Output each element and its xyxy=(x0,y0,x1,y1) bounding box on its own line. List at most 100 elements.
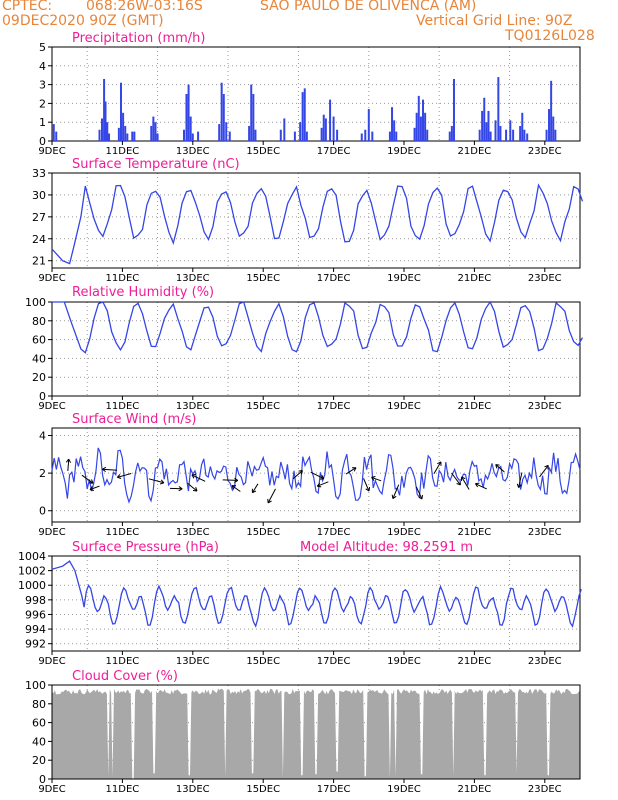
wind-arrow xyxy=(310,471,325,480)
x-tick-label: 23DEC xyxy=(528,401,562,412)
temperature-line xyxy=(51,183,584,265)
x-tick-label: 9DEC xyxy=(38,784,65,795)
wind-arrow xyxy=(292,470,303,480)
precip-bar xyxy=(388,131,391,141)
precip-bar xyxy=(419,116,422,141)
wind-arrow xyxy=(102,468,118,471)
precip-bar xyxy=(550,80,553,141)
x-tick-label: 15DEC xyxy=(246,656,280,667)
precip-bar xyxy=(197,131,200,141)
x-tick-label: 19DEC xyxy=(387,784,421,795)
precip-bar xyxy=(548,109,551,141)
wind-arrow-head xyxy=(516,483,522,488)
grid-note-label: Vertical Grid Line: 90Z xyxy=(416,13,573,29)
x-tick-label: 13DEC xyxy=(176,146,210,157)
wind-arrow xyxy=(117,473,132,478)
x-tick-label: 13DEC xyxy=(176,401,210,412)
model-code-label: TQ0126L028 xyxy=(505,28,595,44)
x-tick-label: 13DEC xyxy=(176,784,210,795)
y-tick-label: 40 xyxy=(32,352,46,365)
precip-bar xyxy=(512,129,515,141)
precip-bar xyxy=(108,133,111,141)
precip-bar xyxy=(499,125,502,141)
wind-arrow xyxy=(433,461,442,475)
wind-arrow-head xyxy=(495,464,500,469)
panel-frame xyxy=(51,46,581,142)
humidity-line xyxy=(52,300,584,354)
precip-bar xyxy=(521,112,524,141)
pressure-line xyxy=(51,560,582,628)
wind-arrow-head xyxy=(65,458,72,463)
panel-title: Surface Temperature (nC) xyxy=(72,157,240,172)
x-tick-label: 21DEC xyxy=(458,401,492,412)
precip-bar xyxy=(329,99,332,141)
precip-bar xyxy=(293,131,296,141)
wind-arrow xyxy=(392,484,400,499)
precip-bar xyxy=(413,127,416,141)
y-tick-label: 1002 xyxy=(18,565,46,578)
x-tick-label: 21DEC xyxy=(458,273,492,284)
wind-arrow xyxy=(67,459,70,472)
x-tick-label: 19DEC xyxy=(387,401,421,412)
panel-frame xyxy=(51,555,581,652)
x-tick-label: 19DEC xyxy=(387,656,421,667)
precip-bar xyxy=(183,129,185,141)
precip-bar xyxy=(367,109,370,141)
panel-temperature: 21 24 27 30 33 9DEC 11DEC 13DEC 15DEC 17DEC 19DEC 2… xyxy=(32,157,584,284)
y-tick-label: 60 xyxy=(32,334,46,347)
x-tick-label: 21DEC xyxy=(458,656,492,667)
x-tick-label: 17DEC xyxy=(317,656,351,667)
precip-bar xyxy=(417,95,420,141)
precip-bar xyxy=(250,84,253,141)
y-tick-label: 33 xyxy=(32,167,46,180)
precip-bar xyxy=(55,131,58,141)
wind-arrow xyxy=(89,485,100,491)
wind-arrow xyxy=(518,472,523,488)
wind-arrow xyxy=(252,483,259,493)
precip-bar xyxy=(545,129,548,141)
wind-arrow-head xyxy=(298,470,303,475)
precip-bar xyxy=(303,88,306,141)
x-tick-label: 21DEC xyxy=(458,527,492,538)
precip-bar xyxy=(483,97,486,141)
y-tick-label: 1004 xyxy=(18,550,46,563)
panel-title: Cloud Cover (%) xyxy=(72,669,178,684)
y-tick-label: 100 xyxy=(25,679,46,692)
wind-arrow xyxy=(363,478,370,492)
wind-arrow-head xyxy=(191,474,196,479)
wind-arrow-head xyxy=(365,487,371,492)
precip-bar xyxy=(100,118,103,141)
precip-bar xyxy=(150,125,153,141)
panel-precipitation: 0 1 2 3 4 5 9DEC 11DEC 13DEC 15DEC 17DEC 19DEC 21DEC… xyxy=(38,31,581,157)
y-tick-label: 20 xyxy=(32,754,46,767)
y-tick-label: 5 xyxy=(39,41,46,54)
wind-arrow-head xyxy=(544,464,549,470)
location-label: SAO PAULO DE OLIVENCA (AM) xyxy=(260,0,477,14)
y-tick-label: 40 xyxy=(32,735,46,748)
x-tick-label: 17DEC xyxy=(317,527,351,538)
wind-arrow-head xyxy=(178,486,183,492)
x-tick-label: 23DEC xyxy=(528,784,562,795)
wind-arrow xyxy=(222,479,238,481)
precip-bar xyxy=(228,131,231,141)
precip-bar xyxy=(126,133,129,141)
wind-arrow-head xyxy=(267,498,272,504)
panel-annotation: Model Altitude: 98.2591 m xyxy=(300,540,473,555)
panel-cloud-cover: 0 20 40 60 80 100 9DEC 11DEC 13DEC 15DEC 17DEC 19DE… xyxy=(25,669,581,795)
x-tick-label: 11DEC xyxy=(106,527,140,538)
precip-bar xyxy=(426,129,429,141)
precip-bar xyxy=(332,116,335,141)
wind-arrow-head xyxy=(391,494,397,500)
precip-bar xyxy=(424,112,427,141)
precip-bar xyxy=(133,131,136,141)
precip-bar xyxy=(52,124,55,141)
x-tick-label: 17DEC xyxy=(317,146,351,157)
y-tick-label: 0 xyxy=(39,505,46,518)
wind-arrow xyxy=(148,478,165,484)
wind-line xyxy=(51,447,581,504)
precip-bar xyxy=(371,131,374,141)
precip-bar xyxy=(505,129,508,141)
x-tick-label: 23DEC xyxy=(528,146,562,157)
x-tick-label: 21DEC xyxy=(458,146,492,157)
